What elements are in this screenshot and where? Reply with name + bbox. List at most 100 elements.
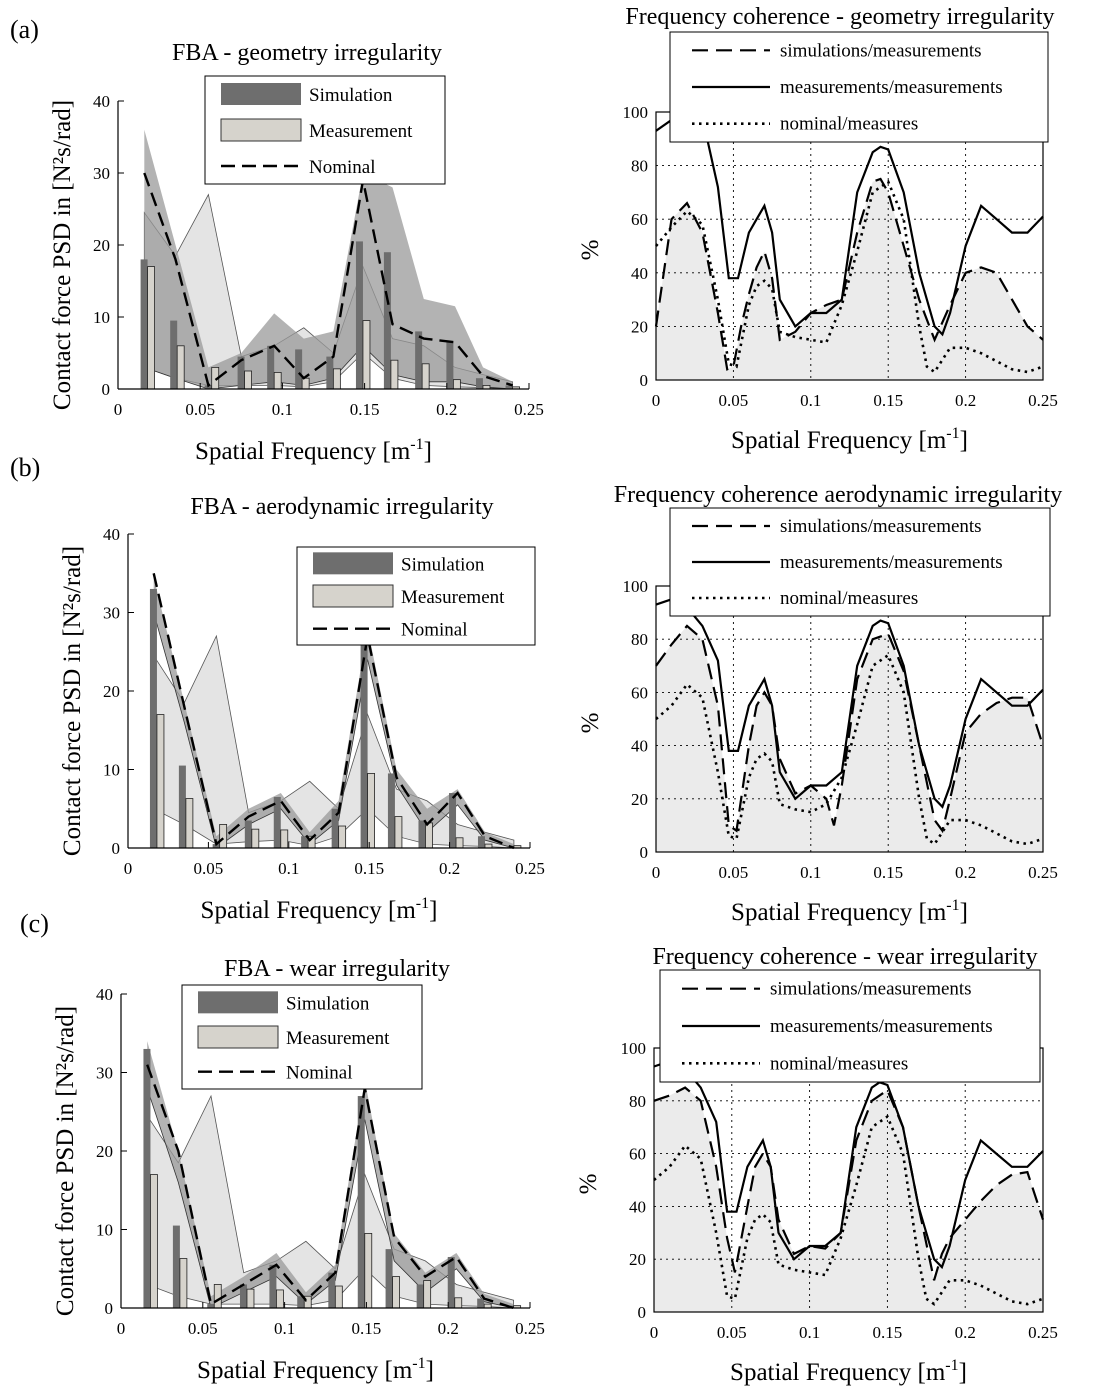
- legend-label: Simulation: [401, 554, 485, 575]
- measurement-bar: [455, 837, 464, 849]
- y-tick-label: 10: [93, 308, 110, 327]
- x-tick-label: 0.25: [515, 859, 545, 878]
- coherence-chart-5: 0 20 40 60 80 100 0 0.05 0.1 0.15 0.2 0.25 Frequency…: [575, 944, 1058, 1386]
- measurement-bar: [332, 368, 341, 390]
- chart-title: FBA - geometry irregularity: [172, 40, 442, 66]
- legend-label: Simulation: [286, 993, 370, 1014]
- simulation-bar: [385, 1249, 393, 1308]
- simulation-bar: [204, 385, 212, 389]
- series-line-dotted: [655, 653, 1044, 846]
- measurement-bar: [213, 1284, 222, 1309]
- measurement-bar: [394, 816, 403, 849]
- y-tick-label: 30: [93, 164, 110, 183]
- x-tick-label: 0.25: [514, 400, 544, 419]
- series-line-dashed: [654, 177, 1044, 371]
- simulation-bar: [297, 1296, 305, 1308]
- x-tick-label: 0.1: [274, 1319, 295, 1338]
- x-tick-label: 0.15: [873, 863, 903, 882]
- measurement-bar: [176, 345, 185, 390]
- x-tick-label: 0.05: [188, 1319, 218, 1338]
- simulation-bar: [360, 643, 368, 848]
- y-tick-label: 20: [93, 236, 110, 255]
- y-tick-label: 80: [631, 157, 648, 176]
- nominal-line: [143, 172, 513, 388]
- nominal-line: [152, 573, 515, 850]
- measurement-bar: [246, 1288, 255, 1309]
- series-line-solid: [655, 110, 1044, 337]
- panel-label-a: (a): [10, 15, 39, 44]
- legend-label: nominal/measures: [770, 1053, 908, 1074]
- x-tick-label: 0.15: [350, 400, 380, 419]
- x-tick-label: 0.25: [1028, 1323, 1058, 1342]
- measurement-bar: [219, 824, 228, 849]
- simulation-bar: [446, 342, 454, 389]
- x-tick-label: 0: [117, 1319, 126, 1338]
- legend-swatch-simulation: [198, 991, 278, 1014]
- simulation-bar: [140, 259, 148, 389]
- y-tick-label: 100: [623, 103, 649, 122]
- legend-label: measurements/measurements: [780, 77, 1003, 98]
- simulation-bar: [244, 820, 252, 848]
- measurement-bar: [390, 359, 399, 390]
- x-tick-label: 0.1: [800, 391, 821, 410]
- y-tick-label: 10: [103, 761, 120, 780]
- measurement-bar: [454, 1297, 463, 1309]
- y-tick-label: 20: [629, 1250, 646, 1269]
- legend-label: simulations/measurements: [780, 516, 982, 537]
- y-tick-label: 0: [102, 380, 111, 399]
- y-tick-label: 10: [96, 1221, 113, 1240]
- x-axis-label: Spatial Frequency [m-1]: [201, 895, 438, 924]
- series-line-dashed: [655, 624, 1045, 834]
- legend-label: nominal/measures: [780, 588, 918, 609]
- y-tick-label: 0: [638, 1303, 647, 1322]
- legend-label: Nominal: [401, 620, 468, 641]
- simulation-bar: [273, 796, 281, 848]
- y-axis-label: %: [577, 240, 604, 261]
- x-tick-label: 0.05: [719, 863, 749, 882]
- x-tick-label: 0: [114, 400, 123, 419]
- simulation-band: [144, 129, 513, 390]
- measurement-bar: [367, 773, 375, 849]
- simulation-bar: [237, 356, 245, 389]
- x-tick-label: 0: [124, 859, 133, 878]
- fba-chart-4: 0 10 20 30 40 0 0.05 0.1 0.15 0.2 0.25 FBA - wear i…: [52, 956, 545, 1384]
- measurement-bar: [421, 363, 430, 390]
- x-tick-label: 0.2: [439, 859, 460, 878]
- series-line-dotted: [653, 1114, 1044, 1306]
- measurement-bar: [364, 1233, 373, 1309]
- y-tick-label: 100: [621, 1039, 647, 1058]
- series-line-solid: [655, 598, 1044, 809]
- x-tick-label: 0.2: [955, 1323, 976, 1342]
- legend-swatch-measurement: [197, 1025, 279, 1049]
- panel-label-c: (c): [20, 909, 49, 938]
- y-tick-label: 0: [112, 839, 121, 858]
- simulation-bar: [207, 1304, 215, 1308]
- legend-swatch-simulation: [313, 552, 393, 575]
- legend-swatch-simulation: [221, 83, 301, 105]
- legend-label: Nominal: [309, 157, 376, 178]
- y-tick-label: 40: [103, 525, 120, 544]
- series-line-solid: [653, 1060, 1044, 1270]
- simulation-bar: [477, 1298, 485, 1308]
- y-tick-label: 30: [96, 1064, 113, 1083]
- y-tick-label: 40: [629, 1197, 646, 1216]
- x-tick-label: 0.25: [1028, 391, 1058, 410]
- legend-swatch-measurement: [312, 584, 394, 608]
- nominal-line: [146, 1064, 514, 1310]
- chart-title: Frequency coherence - geometry irregular…: [625, 4, 1054, 30]
- simulation-bar: [328, 1272, 336, 1308]
- chart-title: Frequency coherence - wear irregularity: [652, 944, 1037, 970]
- chart-title: FBA - aerodynamic irregularity: [190, 494, 493, 520]
- measurement-bar: [425, 822, 433, 849]
- y-tick-label: 0: [640, 843, 649, 862]
- simulation-bar: [355, 241, 363, 389]
- y-tick-label: 40: [96, 985, 113, 1004]
- measurement-bar: [452, 379, 461, 390]
- simulation-bar: [143, 1048, 151, 1308]
- x-tick-label: 0.25: [1028, 863, 1058, 882]
- x-tick-label: 0.1: [272, 400, 293, 419]
- y-axis-label: Contact force PSD in [N²s/rad]: [52, 1006, 79, 1316]
- simulation-bar: [477, 836, 485, 848]
- legend-label: Measurement: [309, 121, 413, 142]
